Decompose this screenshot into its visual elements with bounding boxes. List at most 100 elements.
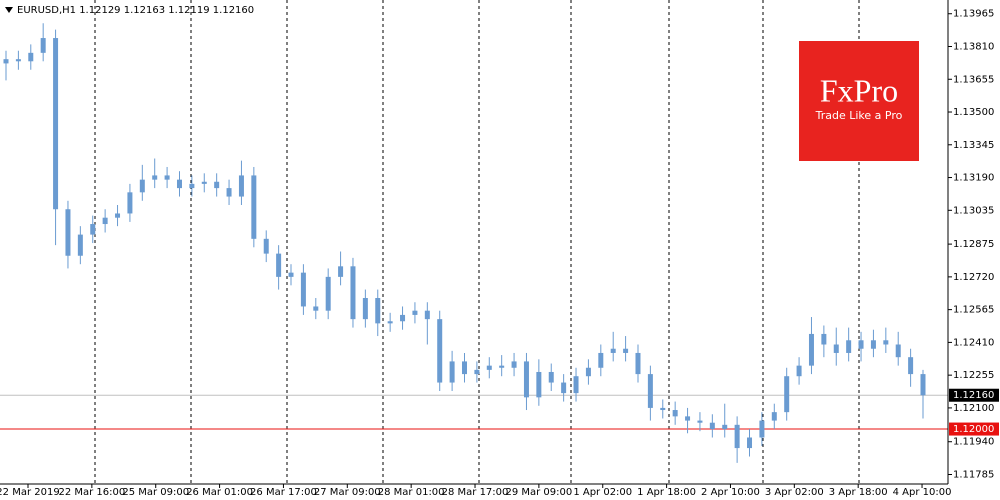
candle-body xyxy=(858,340,864,349)
candle-body xyxy=(313,306,319,311)
candle-body xyxy=(759,420,765,438)
candle-body xyxy=(561,382,567,394)
candle-body xyxy=(635,352,641,375)
logo-brand: FxPro xyxy=(820,72,898,108)
candle-body xyxy=(449,361,455,383)
candle-body xyxy=(610,348,616,353)
candle-body xyxy=(338,266,344,277)
candle-body xyxy=(77,234,83,256)
x-tick-label: 25 Mar 09:00 xyxy=(122,487,189,498)
candle-body xyxy=(412,310,418,315)
candle-body xyxy=(660,407,666,411)
candle-body xyxy=(226,188,232,197)
menu-icon xyxy=(5,7,13,13)
candle-body xyxy=(573,376,579,394)
y-tick-label: 1.13345 xyxy=(953,140,994,151)
candle-body xyxy=(424,310,430,320)
y-tick-label: 1.12100 xyxy=(953,403,994,414)
candle-body xyxy=(90,224,96,235)
candle-body xyxy=(15,59,21,62)
y-tick-label: 1.13655 xyxy=(953,74,994,85)
candle-body xyxy=(214,181,220,189)
y-tick-label: 1.12255 xyxy=(953,370,994,381)
y-tick-label: 1.12720 xyxy=(953,272,994,283)
candle-body xyxy=(870,340,876,349)
x-tick-label: 29 Mar 09:00 xyxy=(505,487,572,498)
candle-body xyxy=(536,371,542,398)
x-tick-label: 3 Apr 02:00 xyxy=(765,487,824,498)
candle-body xyxy=(784,376,790,413)
candle-body xyxy=(127,192,133,214)
candle-body xyxy=(53,38,59,210)
x-tick-label: 22 Mar 16:00 xyxy=(58,487,125,498)
x-tick-label: 26 Mar 01:00 xyxy=(186,487,253,498)
level-label: 1.12000 xyxy=(953,424,994,435)
y-tick-label: 1.12565 xyxy=(953,305,994,316)
candle-body xyxy=(350,266,356,320)
x-tick-label: 28 Mar 01:00 xyxy=(378,487,445,498)
chart-title: EURUSD,H1 1.12129 1.12163 1.12119 1.1216… xyxy=(17,5,254,16)
x-tick-label: 3 Apr 18:00 xyxy=(829,487,888,498)
y-tick-label: 1.13500 xyxy=(953,107,994,118)
candle-body xyxy=(523,361,529,398)
candle-body xyxy=(499,365,505,368)
candle-body xyxy=(846,340,852,353)
candle-body xyxy=(722,424,728,430)
candle-body xyxy=(325,276,331,311)
y-tick-label: 1.13035 xyxy=(953,205,994,216)
y-tick-label: 1.12410 xyxy=(953,337,994,348)
candle-body xyxy=(263,238,269,254)
x-tick-label: 22 Mar 2019 xyxy=(0,487,60,498)
candle-body xyxy=(511,361,517,368)
candle-body xyxy=(3,59,9,64)
candle-body xyxy=(833,344,839,353)
candle-body xyxy=(362,298,368,320)
candle-body xyxy=(474,369,480,375)
candle-body xyxy=(300,272,306,307)
candle-body xyxy=(734,424,740,449)
candle-body xyxy=(771,412,777,421)
level-label: 1.12160 xyxy=(953,390,994,401)
candle-body xyxy=(908,357,914,375)
level-box xyxy=(949,388,999,402)
candle-body xyxy=(115,213,121,218)
candle-body xyxy=(697,420,703,423)
candle-body xyxy=(920,374,926,396)
candle-body xyxy=(808,333,814,366)
candle-body xyxy=(152,175,158,180)
candle-body xyxy=(238,175,244,197)
x-tick-label: 4 Apr 10:00 xyxy=(893,487,952,498)
candle-body xyxy=(387,321,393,324)
level-box xyxy=(949,422,999,436)
candle-body xyxy=(276,253,282,277)
candle-body xyxy=(288,272,294,277)
candle-body xyxy=(747,437,753,449)
candle-body xyxy=(821,333,827,345)
candle-body xyxy=(709,422,715,430)
candle-body xyxy=(685,416,691,421)
y-tick-label: 1.12875 xyxy=(953,239,994,250)
y-tick-label: 1.13810 xyxy=(953,41,994,52)
candle-body xyxy=(462,361,467,375)
logo-box xyxy=(799,41,919,161)
x-tick-label: 2 Apr 10:00 xyxy=(701,487,760,498)
candle-body xyxy=(176,179,182,189)
candle-body xyxy=(796,365,802,377)
x-tick-label: 1 Apr 18:00 xyxy=(637,487,696,498)
candle-body xyxy=(164,175,170,180)
candle-body xyxy=(486,365,492,370)
candle-body xyxy=(139,179,145,193)
candle-body xyxy=(598,352,604,368)
x-tick-label: 27 Mar 09:00 xyxy=(314,487,381,498)
y-tick-label: 1.13190 xyxy=(953,173,994,184)
candle-body xyxy=(102,217,108,225)
x-tick-label: 1 Apr 02:00 xyxy=(573,487,632,498)
candle-body xyxy=(548,371,554,383)
candle-body xyxy=(65,209,71,256)
candle-body xyxy=(437,319,443,383)
candle-body xyxy=(623,348,629,353)
logo-tagline: Trade Like a Pro xyxy=(815,109,903,122)
y-tick-label: 1.11785 xyxy=(953,469,994,480)
x-tick-label: 28 Mar 17:00 xyxy=(442,487,509,498)
